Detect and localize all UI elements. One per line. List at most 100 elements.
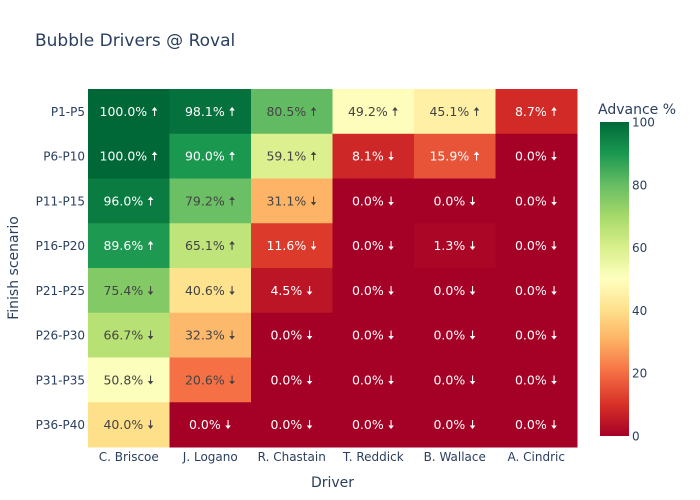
- heatmap-cell: [414, 402, 496, 448]
- cell-value-label: 15.9% 🠅: [429, 149, 480, 164]
- colorbar-tick-labels: 0 20 40 60 80 100: [632, 116, 655, 444]
- cell-value-label: 4.5% 🠇: [270, 283, 313, 298]
- y-tick-label: P1-P5: [51, 105, 85, 119]
- heatmap-cell: [88, 178, 170, 224]
- cell-value-label: 45.1% 🠅: [429, 104, 480, 119]
- heatmap-cell: [251, 178, 333, 224]
- cell-value-label: 100.0% 🠅: [100, 149, 159, 164]
- chart-title: Bubble Drivers @ Roval: [35, 31, 235, 51]
- heatmap-cell: [414, 133, 496, 179]
- heatmap-cell: [251, 268, 333, 314]
- colorbar: [600, 122, 629, 436]
- heatmap-cell: [88, 312, 170, 358]
- cell-value-label: 96.0% 🠅: [103, 193, 154, 208]
- heatmap-cell: [251, 402, 333, 448]
- heatmap-cell: [169, 357, 252, 403]
- heatmap-cell: [169, 312, 252, 358]
- colorbar-tick-label: 20: [632, 367, 647, 381]
- heatmap-cell: [251, 133, 333, 179]
- y-tick-label: P26-P30: [36, 329, 85, 343]
- heatmap-cell: [414, 178, 496, 224]
- cell-value-label: 0.0% 🠇: [189, 417, 232, 432]
- cell-value-label: 66.7% 🠇: [103, 328, 154, 343]
- cell-value-label: 0.0% 🠇: [433, 193, 476, 208]
- heatmap-cell: [414, 268, 496, 314]
- cell-value-label: 100.0% 🠅: [100, 104, 159, 119]
- cell-value-label: 59.1% 🠅: [266, 149, 317, 164]
- heatmap-cell: [332, 223, 415, 269]
- cell-value-label: 0.0% 🠇: [515, 417, 558, 432]
- heatmap-cell: [251, 89, 333, 135]
- colorbar-tick-label: 80: [632, 178, 647, 192]
- heatmap-cell: [495, 312, 578, 358]
- cell-value-label: 0.0% 🠇: [433, 372, 476, 387]
- cell-value-label: 75.4% 🠇: [103, 283, 154, 298]
- x-axis-title: Driver: [311, 475, 354, 491]
- colorbar-title: Advance %: [598, 102, 676, 118]
- heatmap-cell: [169, 402, 252, 448]
- y-tick-label: P36-P40: [36, 418, 85, 432]
- y-tick-label: P31-P35: [36, 373, 85, 387]
- y-tick-label: P11-P15: [36, 194, 85, 208]
- heatmap-cell: [495, 357, 578, 403]
- colorbar-tick-label: 60: [632, 241, 647, 255]
- colorbar-tick-label: 0: [632, 430, 640, 444]
- cell-value-label: 0.0% 🠇: [352, 283, 395, 298]
- cell-value-label: 80.5% 🠅: [266, 104, 317, 119]
- heatmap-cell: [88, 133, 170, 179]
- cell-value-label: 11.6% 🠇: [266, 238, 317, 253]
- heatmap-cell: [88, 402, 170, 448]
- x-tick-label: A. Cindric: [508, 450, 565, 464]
- cell-value-label: 79.2% 🠅: [185, 193, 236, 208]
- cell-value-label: 0.0% 🠇: [515, 149, 558, 164]
- heatmap-cell: [251, 312, 333, 358]
- colorbar-tick-label: 100: [632, 116, 655, 130]
- x-tick-label: T. Reddick: [342, 450, 404, 464]
- x-tick-label: B. Wallace: [424, 450, 486, 464]
- y-tick-label: P6-P10: [43, 150, 85, 164]
- heatmap-cell: [169, 268, 252, 314]
- x-tick-label: R. Chastain: [258, 450, 326, 464]
- heatmap-cell: [495, 223, 578, 269]
- cell-value-label: 50.8% 🠇: [103, 372, 154, 387]
- heatmap-cell: [332, 268, 415, 314]
- cell-value-label: 0.0% 🠇: [352, 372, 395, 387]
- cell-value-label: 90.0% 🠅: [185, 149, 236, 164]
- cell-value-label: 98.1% 🠅: [185, 104, 236, 119]
- cell-value-label: 8.1% 🠇: [352, 149, 395, 164]
- cell-value-label: 0.0% 🠇: [352, 417, 395, 432]
- cell-value-label: 0.0% 🠇: [352, 193, 395, 208]
- heatmap-cell: [332, 357, 415, 403]
- cell-value-label: 89.6% 🠅: [103, 238, 154, 253]
- heatmap-cell: [332, 312, 415, 358]
- heatmap-cell: [332, 178, 415, 224]
- heatmap-cell: [495, 268, 578, 314]
- heatmap-cell: [88, 89, 170, 135]
- heatmap-cells: 100.0% 🠅 98.1% 🠅 80.5% 🠅 49.2% 🠅 45.1% 🠅 8.7%…: [88, 89, 578, 448]
- heatmap-cell: [88, 357, 170, 403]
- cell-value-label: 65.1% 🠅: [185, 238, 236, 253]
- heatmap-cell: [251, 223, 333, 269]
- heatmap-cell: [169, 133, 252, 179]
- y-tick-label: P16-P20: [36, 239, 85, 253]
- y-axis-title: Finish scenario: [6, 216, 22, 320]
- cell-value-label: 0.0% 🠇: [515, 328, 558, 343]
- heatmap-cell: [414, 312, 496, 358]
- heatmap-cell: [88, 268, 170, 314]
- cell-value-label: 32.3% 🠇: [185, 328, 236, 343]
- cell-value-label: 0.0% 🠇: [270, 417, 313, 432]
- cell-value-label: 0.0% 🠇: [515, 238, 558, 253]
- cell-value-label: 1.3% 🠇: [433, 238, 476, 253]
- x-axis-tick-labels: C. Briscoe J. Logano R. Chastain T. Reddick…: [99, 450, 565, 464]
- y-axis-tick-labels: P1-P5 P6-P10 P11-P15 P16-P20 P21-P25 P26-P30 P…: [36, 105, 85, 432]
- heatmap-cell: [332, 402, 415, 448]
- heatmap-cell: [88, 223, 170, 269]
- cell-value-label: 20.6% 🠇: [185, 372, 236, 387]
- cell-value-label: 0.0% 🠇: [352, 328, 395, 343]
- cell-value-label: 0.0% 🠇: [270, 328, 313, 343]
- cell-value-label: 40.0% 🠇: [103, 417, 154, 432]
- colorbar-tick-label: 40: [632, 304, 647, 318]
- cell-value-label: 49.2% 🠅: [348, 104, 399, 119]
- heatmap-cell: [251, 357, 333, 403]
- heatmap-cell: [414, 89, 496, 135]
